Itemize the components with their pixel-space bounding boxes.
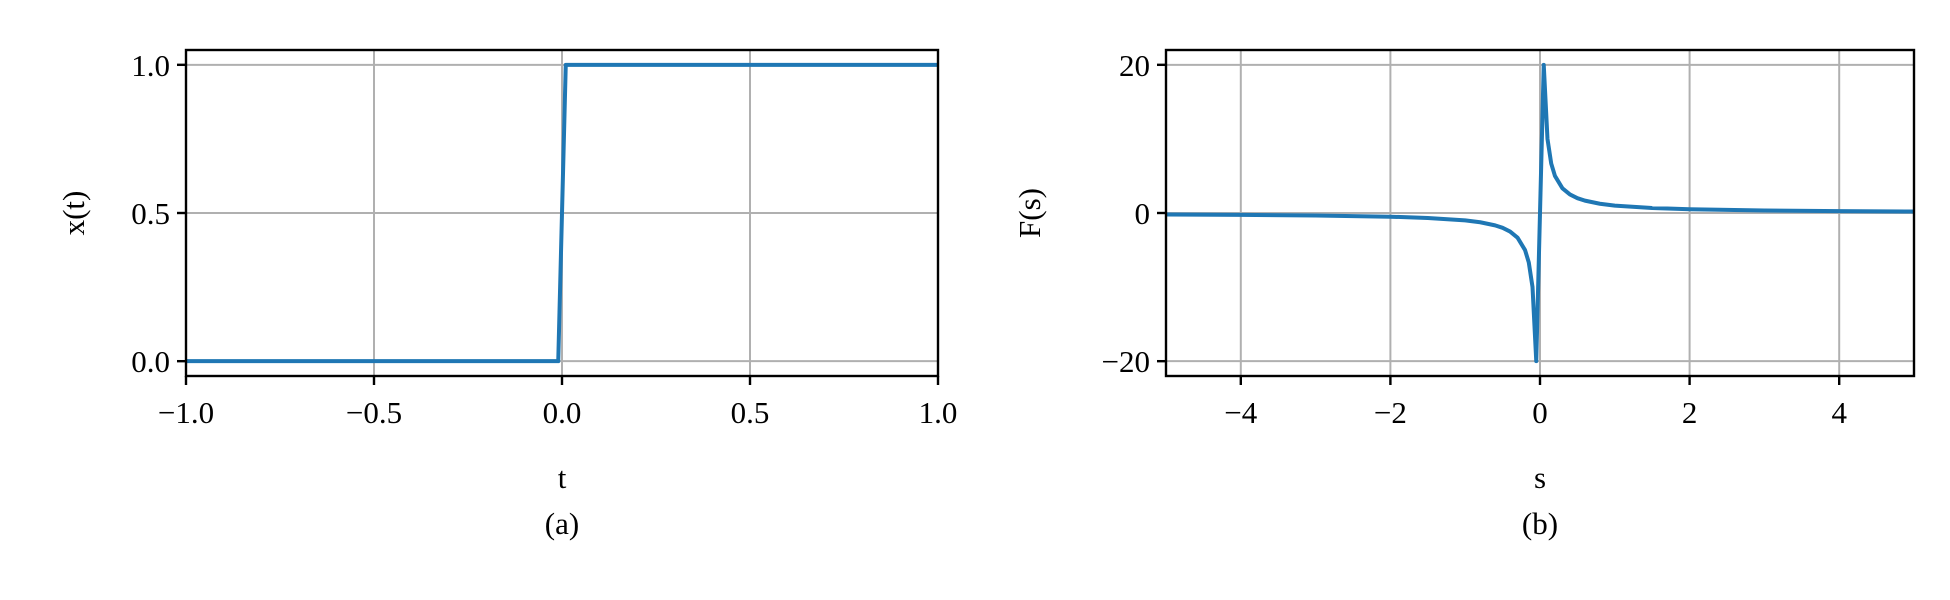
x-tick-label: −2 — [1374, 395, 1407, 430]
x-tick-label: −1.0 — [158, 395, 214, 430]
x-tick-label: 0 — [1532, 395, 1548, 430]
y-axis-label: x(t) — [56, 191, 91, 236]
x-tick-label: −0.5 — [346, 395, 402, 430]
x-axis-label: s — [1534, 460, 1546, 495]
x-tick-label: 1.0 — [919, 395, 958, 430]
y-tick-label: 20 — [1119, 48, 1150, 83]
x-axis-ticks: −1.0 −0.5 0.0 0.5 1.0 — [158, 376, 957, 430]
panel-caption-b: (b) — [1522, 506, 1558, 541]
chart-panel-a: −1.0 −0.5 0.0 0.5 1.0 0.0 0.5 1.0 t x(t) (a) — [56, 48, 957, 541]
x-tick-label: 4 — [1831, 395, 1847, 430]
y-tick-label: −20 — [1102, 344, 1150, 379]
x-tick-label: 2 — [1682, 395, 1698, 430]
x-axis-label: t — [558, 460, 567, 495]
y-tick-label: 1.0 — [131, 48, 170, 83]
series-line-step — [186, 62, 938, 364]
series-line-transform — [1165, 62, 1915, 364]
y-tick-label: 0 — [1135, 196, 1151, 231]
y-axis-ticks: −20 0 20 — [1102, 48, 1166, 379]
x-tick-label: −4 — [1224, 395, 1257, 430]
panel-caption-a: (a) — [545, 506, 579, 541]
y-tick-label: 0.5 — [131, 196, 170, 231]
y-tick-label: 0.0 — [131, 344, 170, 379]
x-axis-ticks: −4 −2 0 2 4 — [1224, 376, 1847, 430]
y-axis-ticks: 0.0 0.5 1.0 — [131, 48, 186, 379]
x-tick-label: 0.0 — [543, 395, 582, 430]
x-tick-label: 0.5 — [731, 395, 770, 430]
y-axis-label: F(s) — [1012, 188, 1047, 238]
